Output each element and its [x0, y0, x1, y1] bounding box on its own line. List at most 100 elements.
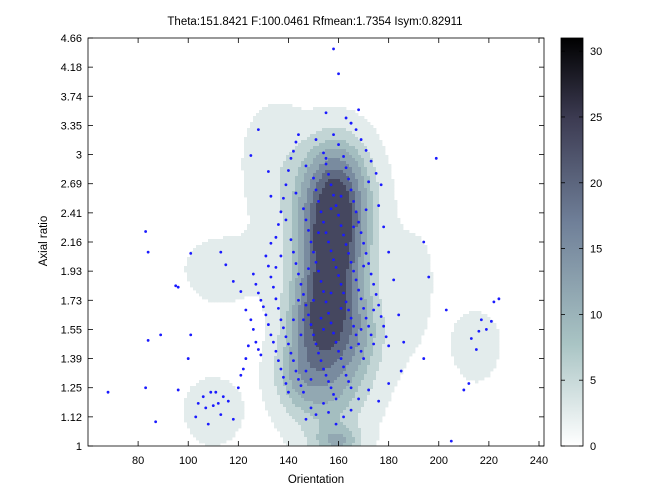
contour-cell	[385, 317, 389, 321]
contour-cell	[295, 257, 299, 261]
contour-cell	[376, 296, 380, 300]
contour-cell	[391, 311, 395, 315]
contour-cell	[343, 224, 347, 228]
contour-cell	[211, 242, 215, 246]
contour-cell	[310, 272, 314, 276]
contour-cell	[376, 266, 380, 270]
contour-cell	[262, 209, 266, 213]
contour-cell	[304, 224, 308, 228]
contour-cell	[379, 149, 383, 153]
contour-cell	[406, 251, 410, 255]
contour-cell	[376, 341, 380, 345]
contour-cell	[370, 275, 374, 279]
contour-cell	[406, 338, 410, 342]
contour-cell	[412, 338, 416, 342]
contour-cell	[496, 350, 500, 354]
contour-cell	[271, 125, 275, 129]
contour-cell	[271, 344, 275, 348]
contour-cell	[385, 293, 389, 297]
contour-cell	[364, 188, 368, 192]
contour-cell	[313, 260, 317, 264]
contour-cell	[334, 326, 338, 330]
contour-cell	[283, 317, 287, 321]
contour-cell	[325, 203, 329, 207]
contour-cell	[325, 323, 329, 327]
contour-cell	[367, 272, 371, 276]
contour-cell	[298, 221, 302, 225]
contour-cell	[346, 290, 350, 294]
contour-cell	[328, 329, 332, 333]
contour-cell	[406, 308, 410, 312]
contour-cell	[385, 263, 389, 267]
contour-cell	[295, 356, 299, 360]
contour-cell	[361, 344, 365, 348]
contour-cell	[484, 335, 488, 339]
contour-cell	[307, 320, 311, 324]
contour-cell	[340, 149, 344, 153]
contour-cell	[208, 278, 212, 282]
contour-cell	[373, 158, 377, 162]
contour-cell	[277, 116, 281, 120]
contour-cell	[334, 293, 338, 297]
contour-cell	[373, 263, 377, 267]
contour-cell	[352, 161, 356, 165]
contour-cell	[313, 164, 317, 168]
contour-cell	[346, 257, 350, 261]
contour-cell	[340, 221, 344, 225]
contour-cell	[424, 323, 428, 327]
contour-cell	[313, 293, 317, 297]
contour-cell	[262, 308, 266, 312]
contour-cell	[472, 347, 476, 351]
contour-cell	[325, 209, 329, 213]
contour-cell	[286, 140, 290, 144]
contour-cell	[409, 236, 413, 240]
contour-cell	[352, 248, 356, 252]
contour-cell	[262, 212, 266, 216]
contour-cell	[229, 236, 233, 240]
contour-cell	[313, 245, 317, 249]
contour-cell	[352, 227, 356, 231]
contour-cell	[361, 209, 365, 213]
contour-cell	[271, 227, 275, 231]
contour-cell	[298, 116, 302, 120]
contour-cell	[310, 179, 314, 183]
contour-cell	[409, 287, 413, 291]
contour-cell	[394, 245, 398, 249]
contour-cell	[235, 293, 239, 297]
contour-cell	[493, 341, 497, 345]
contour-cell	[187, 278, 191, 282]
contour-cell	[241, 242, 245, 246]
contour-cell	[259, 239, 263, 243]
contour-cell	[292, 314, 296, 318]
contour-cell	[346, 197, 350, 201]
contour-cell	[373, 311, 377, 315]
contour-cell	[280, 350, 284, 354]
contour-cell	[388, 176, 392, 180]
contour-cell	[280, 134, 284, 138]
contour-cell	[214, 275, 218, 279]
contour-cell	[271, 311, 275, 315]
contour-cell	[403, 233, 407, 237]
contour-cell	[355, 137, 359, 141]
contour-cell	[403, 353, 407, 357]
contour-cell	[253, 251, 257, 255]
contour-cell	[367, 356, 371, 360]
contour-cell	[340, 341, 344, 345]
contour-cell	[205, 293, 209, 297]
contour-cell	[223, 239, 227, 243]
contour-cell	[313, 224, 317, 228]
contour-cell	[352, 197, 356, 201]
contour-cell	[331, 347, 335, 351]
contour-cell	[265, 308, 269, 312]
contour-cell	[364, 200, 368, 204]
contour-cell	[373, 134, 377, 138]
contour-cell	[283, 329, 287, 333]
contour-cell	[349, 344, 353, 348]
contour-cell	[247, 146, 251, 150]
contour-cell	[322, 134, 326, 138]
contour-cell	[481, 356, 485, 360]
contour-cell	[331, 278, 335, 282]
contour-cell	[367, 158, 371, 162]
contour-cell	[262, 152, 266, 156]
contour-cell	[472, 332, 476, 336]
